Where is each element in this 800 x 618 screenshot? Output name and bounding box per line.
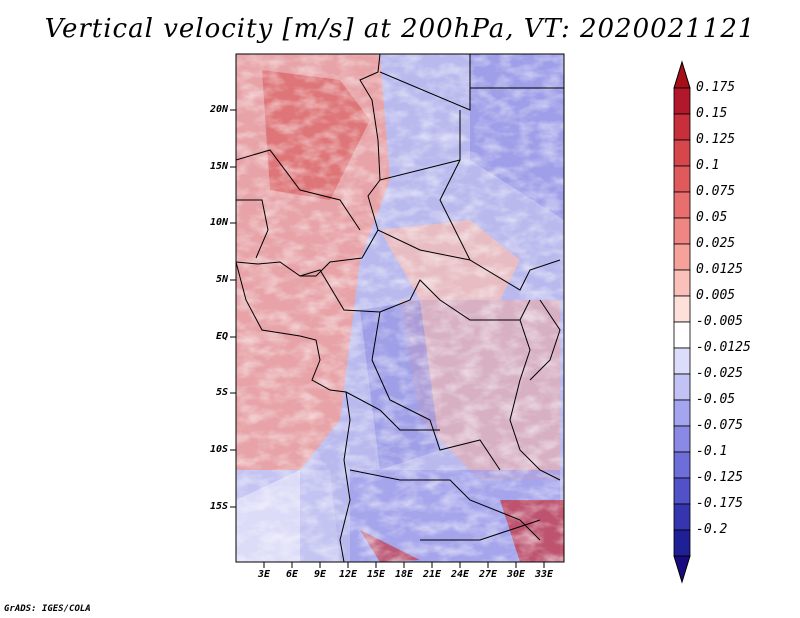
lon-label: 27E (478, 569, 498, 580)
colorbar-label: 0.025 (696, 236, 736, 251)
colorbar-label: -0.05 (696, 392, 736, 407)
lon-label: 30E (506, 569, 526, 580)
colorbar-label: -0.0125 (696, 340, 751, 355)
colorbar-label: -0.005 (696, 314, 743, 329)
lon-label: 9E (313, 569, 327, 580)
lat-label: 5S (215, 387, 228, 398)
lat-label: 5N (215, 274, 228, 285)
lon-label: 15E (366, 569, 386, 580)
colorbar-label: -0.1 (696, 444, 728, 459)
colorbar-swatch (673, 503, 691, 531)
lon-label: 24E (450, 569, 470, 580)
lon-label: 21E (422, 569, 442, 580)
lat-label: 20N (209, 104, 228, 115)
colorbar-swatch (673, 477, 691, 505)
colorbar-swatch (673, 87, 691, 115)
colorbar-label: -0.075 (696, 418, 743, 433)
colorbar-label: -0.2 (696, 522, 728, 537)
colorbar-swatch (673, 399, 691, 427)
colorbar-swatch (673, 321, 691, 349)
lat-label: 10S (209, 444, 228, 455)
colorbar-top-arrow (673, 60, 691, 89)
colorbar-swatch (673, 529, 691, 557)
colorbar-label: 0.05 (696, 210, 728, 225)
colorbar-swatch (673, 165, 691, 193)
lat-label: 15N (209, 161, 228, 172)
colorbar-label: 0.005 (696, 288, 736, 303)
lon-label: 33E (534, 569, 554, 580)
colorbar-label: 0.0125 (696, 262, 743, 277)
lat-label: 10N (209, 217, 228, 228)
colorbar-label: -0.125 (696, 470, 743, 485)
lon-label: 6E (285, 569, 299, 580)
lat-label: EQ (215, 331, 228, 342)
chart-title: Vertical velocity [m/s] at 200hPa, VT: 2… (44, 14, 756, 44)
colorbar-label: -0.175 (696, 496, 743, 511)
lat-label: 15S (209, 501, 228, 512)
lon-label: 3E (257, 569, 271, 580)
colorbar-label: 0.125 (696, 132, 736, 147)
colorbar-swatch (673, 139, 691, 167)
colorbar-swatch (673, 373, 691, 401)
colorbar-swatch (673, 451, 691, 479)
colorbar-label: 0.15 (696, 106, 728, 121)
colorbar (673, 60, 691, 584)
colorbar-bottom-arrow (673, 555, 691, 584)
lon-label: 12E (338, 569, 358, 580)
colorbar-swatch (673, 425, 691, 453)
colorbar-swatch (673, 269, 691, 297)
colorbar-swatch (673, 217, 691, 245)
colorbar-label: 0.1 (696, 158, 720, 173)
colorbar-label: -0.025 (696, 366, 743, 381)
colorbar-swatch (673, 113, 691, 141)
credit-text: GrADS: IGES/COLA (4, 604, 91, 614)
colorbar-swatch (673, 243, 691, 271)
colorbar-swatch (673, 295, 691, 323)
colorbar-label: 0.175 (696, 80, 736, 95)
colorbar-swatch (673, 191, 691, 219)
lon-label: 18E (394, 569, 414, 580)
colorbar-swatch (673, 347, 691, 375)
colorbar-label: 0.075 (696, 184, 736, 199)
